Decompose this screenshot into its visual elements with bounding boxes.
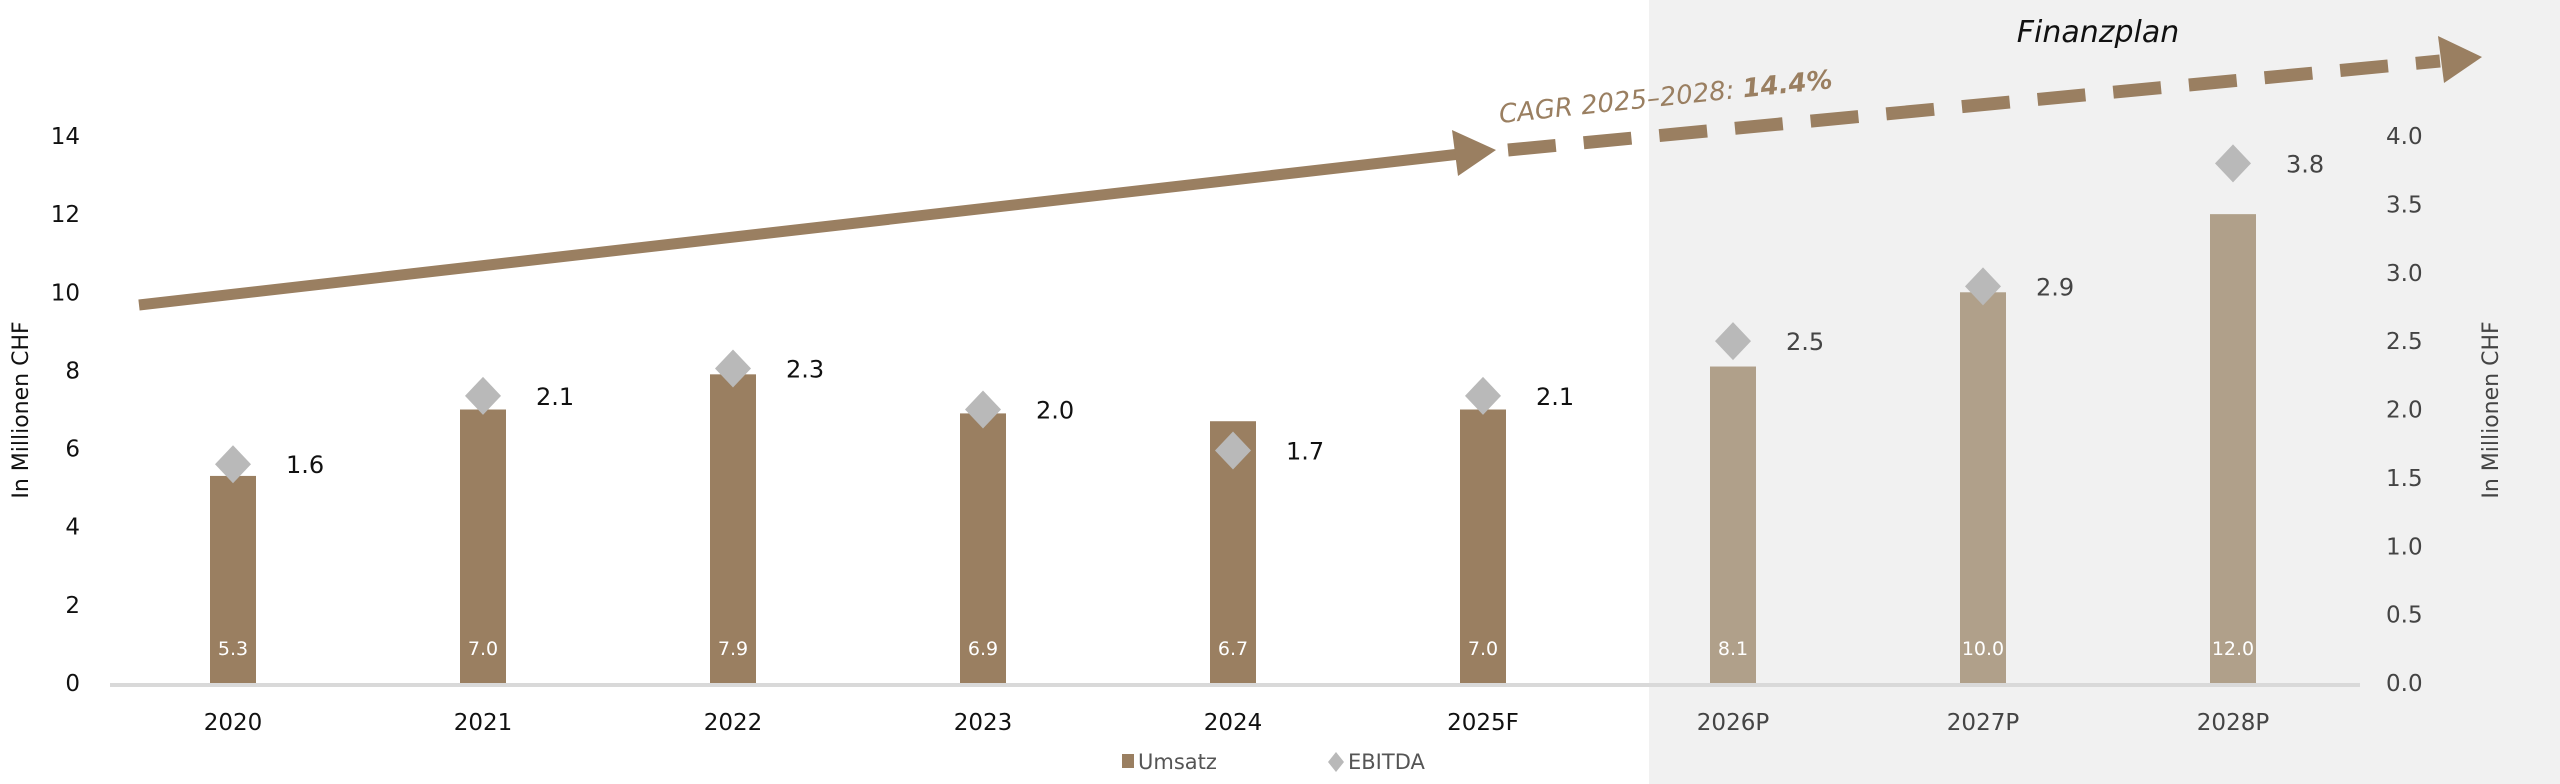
ebitda-label: 2.1 bbox=[536, 383, 574, 411]
ebitda-label: 2.1 bbox=[1536, 383, 1574, 411]
legend-ebitda-label: EBITDA bbox=[1348, 750, 1425, 774]
umsatz-bar-label: 5.3 bbox=[218, 638, 248, 660]
ebitda-diamond bbox=[1215, 431, 1251, 470]
y2-tick-label: 3.5 bbox=[2386, 192, 2423, 218]
ebitda-diamond bbox=[215, 445, 251, 484]
trend-arrow-dashed bbox=[1507, 36, 2482, 157]
forecast-region-background bbox=[1649, 0, 2560, 784]
x-tick-label: 2023 bbox=[954, 710, 1013, 736]
legend-ebitda-diamond-icon bbox=[1328, 752, 1344, 772]
x-axis-labels: 2020 2021 2022 2023 2024 2025F 2026P 2027P 2028P bbox=[204, 710, 2270, 736]
ebitda-label: 1.6 bbox=[286, 451, 324, 479]
ebitda-diamond bbox=[1715, 322, 1751, 361]
y-tick-label: 6 bbox=[65, 437, 80, 463]
umsatz-bar-label: 8.1 bbox=[1718, 638, 1748, 660]
umsatz-bar bbox=[460, 409, 506, 683]
y2-tick-label: 0.5 bbox=[2386, 603, 2423, 629]
ebitda-label: 2.3 bbox=[786, 355, 824, 383]
x-tick-label: 2025F bbox=[1447, 710, 1519, 736]
y-tick-label: 10 bbox=[51, 280, 80, 306]
umsatz-bar bbox=[1960, 292, 2006, 683]
ebitda-label: 1.7 bbox=[1286, 438, 1324, 466]
y2-tick-label: 0.0 bbox=[2386, 671, 2423, 697]
umsatz-bar-label: 10.0 bbox=[1962, 638, 2004, 660]
ebitda-diamond bbox=[1465, 376, 1501, 415]
ebitda-markers: 1.6 2.1 2.3 2.0 1.7 2.1 2.5 2.9 3.8 bbox=[215, 144, 2324, 484]
x-tick-label: 2024 bbox=[1204, 710, 1263, 736]
y2-tick-label: 1.5 bbox=[2386, 466, 2423, 492]
umsatz-bar-label: 12.0 bbox=[2212, 638, 2254, 660]
ebitda-diamond bbox=[715, 349, 751, 388]
ebitda-label: 3.8 bbox=[2286, 150, 2324, 178]
arrow-head-icon bbox=[1452, 130, 1496, 176]
umsatz-bar-label: 7.9 bbox=[718, 638, 748, 660]
forecast-region-label: Finanzplan bbox=[2017, 15, 2180, 50]
ebitda-label: 2.0 bbox=[1036, 397, 1074, 425]
y-tick-label: 0 bbox=[65, 671, 80, 697]
legend-umsatz-swatch bbox=[1122, 754, 1134, 768]
ebitda-diamond bbox=[1965, 267, 2001, 306]
ebitda-label: 2.9 bbox=[2036, 273, 2074, 301]
right-axis-title: In Millionen CHF bbox=[2479, 321, 2504, 498]
umsatz-bar-label: 7.0 bbox=[1468, 638, 1498, 660]
x-tick-label: 2022 bbox=[704, 710, 763, 736]
x-tick-label: 2026P bbox=[1697, 710, 1770, 736]
umsatz-bar bbox=[960, 413, 1006, 683]
y-tick-label: 2 bbox=[65, 593, 80, 619]
ebitda-diamond bbox=[965, 390, 1001, 429]
y-tick-label: 12 bbox=[51, 202, 80, 228]
y2-tick-label: 4.0 bbox=[2386, 124, 2423, 150]
umsatz-bar bbox=[210, 475, 256, 683]
ebitda-label: 2.5 bbox=[1786, 328, 1824, 356]
y-tick-label: 8 bbox=[65, 358, 80, 384]
umsatz-bar-label: 6.9 bbox=[968, 638, 998, 660]
arrow-head-icon bbox=[2438, 36, 2482, 83]
umsatz-bar-label: 6.7 bbox=[1218, 638, 1248, 660]
ebitda-diamond bbox=[465, 376, 501, 415]
ebitda-diamond bbox=[2215, 144, 2251, 183]
legend-umsatz-label: Umsatz bbox=[1138, 750, 1217, 774]
x-tick-label: 2027P bbox=[1947, 710, 2020, 736]
y2-tick-label: 1.0 bbox=[2386, 534, 2423, 560]
legend: Umsatz EBITDA bbox=[1122, 750, 1425, 774]
right-y-axis: 0.0 0.5 1.0 1.5 2.0 2.5 3.0 3.5 4.0 bbox=[2386, 124, 2423, 697]
y-tick-label: 4 bbox=[65, 515, 80, 541]
umsatz-bar bbox=[2210, 214, 2256, 683]
left-axis-title: In Millionen CHF bbox=[9, 321, 34, 498]
y-tick-label: 14 bbox=[51, 124, 80, 150]
x-tick-label: 2028P bbox=[2197, 710, 2270, 736]
umsatz-bar bbox=[710, 374, 756, 683]
x-tick-label: 2020 bbox=[204, 710, 263, 736]
y2-tick-label: 2.0 bbox=[2386, 398, 2423, 424]
left-y-axis: 0 2 4 6 8 10 12 14 bbox=[51, 124, 80, 697]
y2-tick-label: 3.0 bbox=[2386, 261, 2423, 287]
umsatz-bar-label: 7.0 bbox=[468, 638, 498, 660]
trend-arrow-solid bbox=[138, 130, 1496, 311]
x-tick-label: 2021 bbox=[454, 710, 513, 736]
umsatz-bar bbox=[1710, 366, 1756, 683]
y2-tick-label: 2.5 bbox=[2386, 329, 2423, 355]
umsatz-bar bbox=[1460, 409, 1506, 683]
